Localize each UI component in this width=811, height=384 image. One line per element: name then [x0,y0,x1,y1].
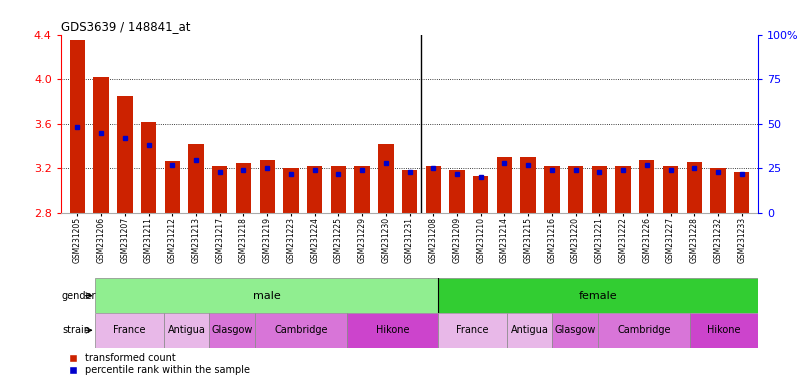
Bar [552,313,599,348]
Bar [663,166,678,213]
Text: France: France [457,325,489,335]
Bar [378,144,393,213]
Bar [93,77,109,213]
Text: GDS3639 / 148841_at: GDS3639 / 148841_at [61,20,191,33]
Bar [426,166,441,213]
Bar [236,163,251,213]
Text: Hikone: Hikone [375,325,410,335]
Bar [687,162,702,213]
Text: Glasgow: Glasgow [555,325,596,335]
Bar [507,313,552,348]
Bar [734,172,749,213]
Bar [449,170,465,213]
Text: gender: gender [62,291,97,301]
Text: Hikone: Hikone [707,325,740,335]
Text: Antigua: Antigua [511,325,548,335]
Bar [188,144,204,213]
Text: Antigua: Antigua [168,325,205,335]
Bar [117,96,132,213]
Text: Glasgow: Glasgow [212,325,253,335]
Bar [592,166,607,213]
Bar [401,170,418,213]
Legend: transformed count, percentile rank within the sample: transformed count, percentile rank withi… [66,349,254,379]
Bar [639,160,654,213]
Bar [307,166,323,213]
Bar [599,313,689,348]
Bar [438,313,507,348]
Bar [260,160,275,213]
Bar [95,278,438,313]
Text: Cambridge: Cambridge [617,325,671,335]
Bar [544,166,560,213]
Text: strain: strain [62,325,90,335]
Bar [255,313,346,348]
Text: female: female [579,291,617,301]
Bar [521,157,536,213]
Bar [568,166,583,213]
Bar [209,313,255,348]
Bar [331,166,346,213]
Bar [95,313,164,348]
Bar [283,169,298,213]
Text: Cambridge: Cambridge [274,325,328,335]
Bar [212,166,227,213]
Bar [496,157,513,213]
Bar [165,161,180,213]
Bar [473,176,488,213]
Text: male: male [253,291,281,301]
Bar [141,122,157,213]
Bar [616,166,631,213]
Bar [710,169,726,213]
Text: France: France [114,325,146,335]
Bar [346,313,438,348]
Bar [689,313,758,348]
Bar [164,313,209,348]
Bar [70,40,85,213]
Bar [438,278,758,313]
Bar [354,166,370,213]
